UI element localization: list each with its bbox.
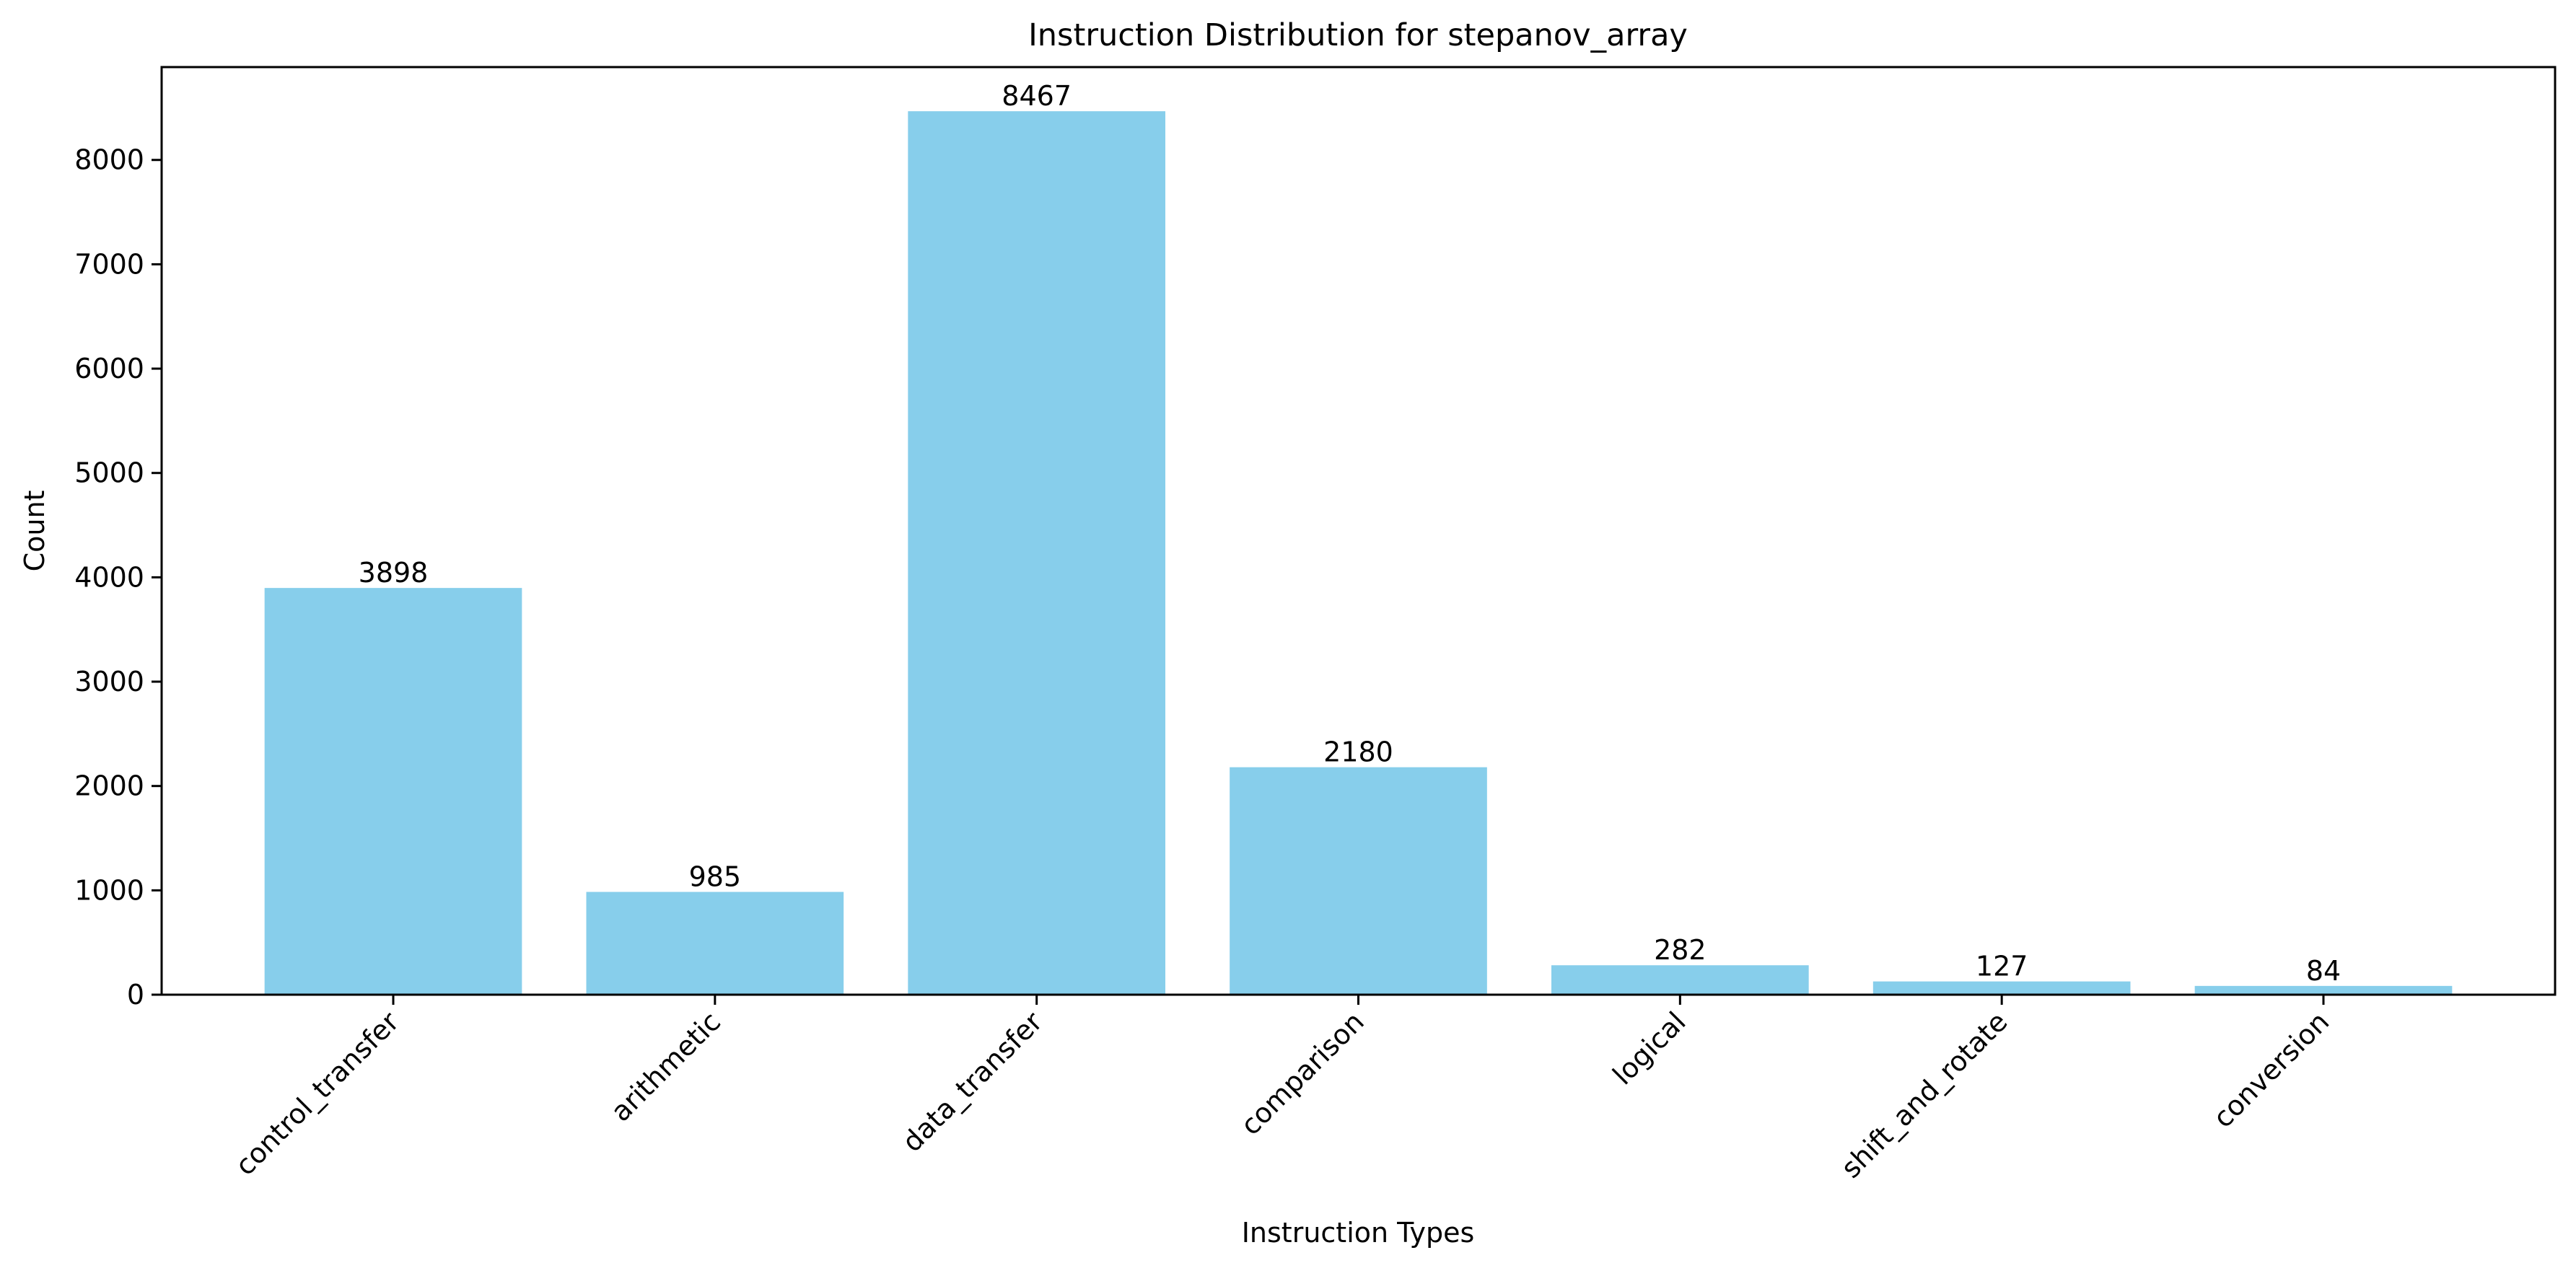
data-label-shift_and_rotate: 127 (1976, 951, 2028, 982)
y-tick-label-5000: 5000 (74, 457, 144, 489)
y-tick-label-7000: 7000 (74, 248, 144, 280)
chart-title: Instruction Distribution for stepanov_ar… (1028, 17, 1688, 53)
x-axis-title: Instruction Types (1242, 1217, 1475, 1249)
data-label-data_transfer: 8467 (1002, 80, 1072, 112)
y-tick-label-2000: 2000 (74, 770, 144, 802)
bar-control_transfer (264, 588, 522, 995)
bars-layer (264, 111, 2453, 995)
bar-data_transfer (908, 111, 1165, 995)
y-axis: 0 1000 2000 3000 4000 5000 6000 7000 8000 (74, 144, 162, 1011)
data-label-arithmetic: 985 (689, 861, 742, 893)
y-tick-label-0: 0 (127, 979, 144, 1011)
y-tick-label-4000: 4000 (74, 561, 144, 593)
y-axis-title: Count (19, 490, 51, 572)
y-tick-label-1000: 1000 (74, 874, 144, 906)
y-tick-label-8000: 8000 (74, 144, 144, 176)
bar-arithmetic (586, 892, 844, 995)
plot-area-frame (160, 66, 2557, 996)
data-label-comparison: 2180 (1323, 736, 1393, 768)
data-label-control_transfer: 3898 (359, 557, 429, 589)
data-label-logical: 282 (1654, 934, 1707, 966)
y-tick-label-6000: 6000 (74, 353, 144, 384)
y-tick-label-3000: 3000 (74, 666, 144, 698)
bar-comparison (1230, 767, 1487, 995)
data-labels-layer: 3898 985 8467 2180 282 127 84 (359, 80, 2341, 987)
bar-shift_and_rotate (1872, 981, 2131, 995)
data-label-conversion: 84 (2306, 955, 2341, 987)
bar-logical (1551, 965, 1809, 995)
bar-conversion (2194, 985, 2453, 995)
